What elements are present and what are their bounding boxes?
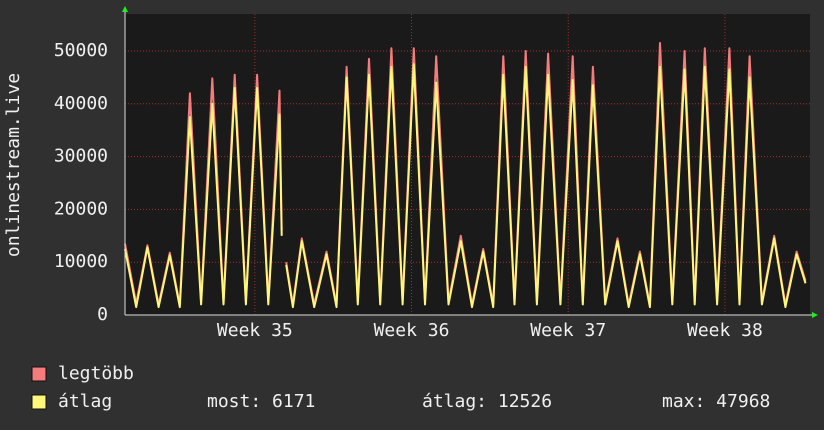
y-axis-label: onlinestream.live [3,73,24,257]
legend-stat: átlag: 12526 [422,391,552,412]
y-tick-label: 10000 [54,251,108,272]
axis-arrow [122,6,128,12]
legend-swatch [31,394,47,410]
x-tick-label: Week 37 [530,320,606,341]
legend-stat: most: 6171 [207,391,315,412]
plot-area [125,14,810,315]
y-tick-label: 0 [97,304,108,325]
y-tick-label: 40000 [54,93,108,114]
legend-label: átlag [58,391,112,412]
y-tick-label: 50000 [54,40,108,61]
x-tick-label: Week 35 [217,320,293,341]
legend-swatch [31,366,47,382]
x-tick-label: Week 36 [374,320,450,341]
legend-label: legtöbb [58,363,134,384]
series-line [124,63,807,309]
y-tick-label: 20000 [54,198,108,219]
y-tick-label: 30000 [54,146,108,167]
legend-stat: max: 47968 [662,391,770,412]
x-tick-label: Week 38 [687,320,763,341]
axis-arrow [812,312,818,318]
